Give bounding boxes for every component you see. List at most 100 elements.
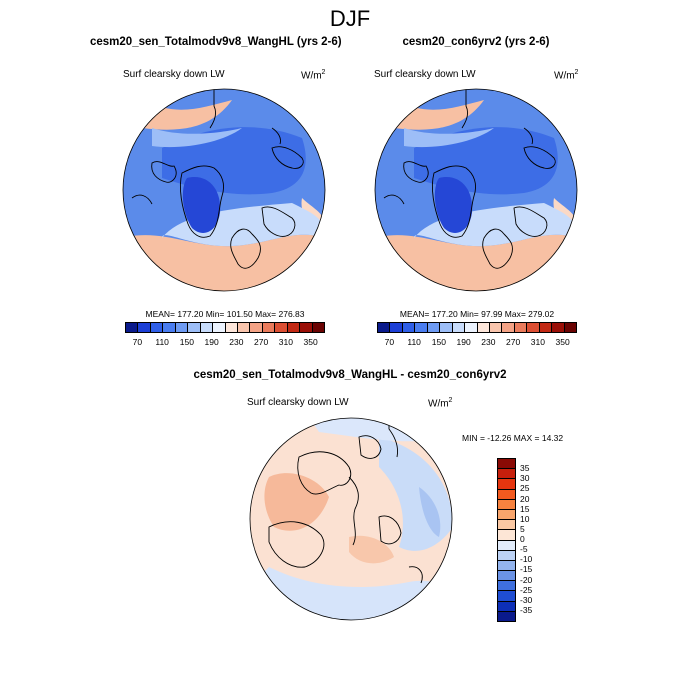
colorbar-swatch [552,323,565,332]
field-upper-pale [152,128,242,148]
colorbar-swatch [163,323,176,332]
figure-title: DJF [329,6,371,31]
colorbar-swatch [150,323,164,332]
panel-left-title: cesm20_sen_Totalmodv9v8_WangHL (yrs 2-6) [90,36,342,48]
colorbar-swatch [539,323,553,332]
field-greenland [182,177,221,233]
panel-right-stats: MEAN= 177.20 Min= 97.99 Max= 279.02 [399,309,555,319]
colorbar-swatch [138,323,151,332]
colorbar-swatch [188,323,201,332]
colorbar-swatch [300,323,313,332]
panel-right-title: cesm20_con6yrv2 (yrs 2-6) [402,36,550,48]
colorbar-swatch [452,323,466,332]
field-blue-east2 [419,487,441,537]
colorbar-swatch [498,611,515,621]
colorbar-swatch [502,323,515,332]
panel-diff-title: cesm20_sen_Totalmodv9v8_WangHL - cesm20_… [193,369,507,381]
field-warm-top [142,98,232,130]
colorbar-diff [497,458,516,622]
colorbar-swatch [514,323,528,332]
colorbar-left-ticks: 70 110 150 190 230 270 310 350 [125,337,323,349]
map-boundary [374,88,578,292]
colorbar-tick-label: 70 [384,337,395,347]
field-upper-pale [404,128,494,148]
colorbar-tick-label: 310 [278,337,293,347]
coastlines [131,89,304,269]
colorbar-right-ticks: 70 110 150 190 230 270 310 350 [377,337,575,349]
panel-left-units: W/m2 [301,69,326,82]
colorbar-swatch [415,323,428,332]
colorbar-tick-label: -10 [520,554,533,565]
colorbar-swatch [498,459,515,470]
colorbar-swatch [250,323,263,332]
colorbar-swatch [527,323,540,332]
colorbar-diff-ticks: 35 30 25 20 15 10 5 0 -5 -10 -15 -20 -25 -30 -35 [520,458,550,620]
colorbar-tick-label: 15 [520,503,530,514]
colorbar-swatch [498,591,515,602]
field-warm-pacific [264,473,329,531]
colorbar-swatch [498,571,515,582]
colorbar-swatch [378,323,391,332]
map-diff [249,417,453,621]
panel-left-variable: Surf clearsky down LW [123,69,225,80]
colorbar-swatch [498,550,515,561]
map-boundary [249,417,453,621]
colorbar-swatch [440,323,453,332]
colorbar-swatch [262,323,276,332]
colorbar-tick-label: 350 [555,337,570,347]
field-warm-top [394,98,484,130]
colorbar-swatch [498,540,515,551]
colorbar-tick-label: 230 [229,337,244,347]
colorbar-tick-label: 0 [520,534,525,544]
panel-right-units: W/m2 [554,69,579,82]
coastlines [383,89,556,269]
colorbar-left [125,322,325,333]
colorbar-tick-label: 25 [520,483,530,494]
colorbar-tick-label: 270 [506,337,521,347]
panel-diff-variable: Surf clearsky down LW [247,397,349,408]
panel-left-stats: MEAN= 177.20 Min= 101.50 Max= 276.83 [145,309,305,319]
colorbar-tick-label: 5 [520,523,525,534]
map-boundary [122,88,326,292]
colorbar-tick-label: 70 [132,337,143,347]
colorbar-tick-label: -20 [520,574,533,585]
colorbar-swatch [275,323,288,332]
colorbar-tick-label: 350 [303,337,318,347]
colorbar-swatch [312,323,324,332]
colorbar-swatch [498,601,515,612]
map-left [122,88,326,292]
colorbar-tick-label: -35 [520,604,533,615]
colorbar-swatch [402,323,416,332]
panel-right-variable: Surf clearsky down LW [374,69,476,80]
colorbar-swatch [498,499,515,510]
field-greenland [434,177,473,233]
colorbar-swatch [498,489,515,500]
colorbar-tick-label: -30 [520,594,533,605]
colorbar-tick-label: 30 [520,473,530,484]
map-right [374,88,578,292]
colorbar-tick-label: 270 [254,337,269,347]
colorbar-tick-label: 190 [204,337,219,347]
colorbar-swatch [225,323,238,332]
colorbar-tick-label: 310 [530,337,545,347]
colorbar-swatch [390,323,403,332]
colorbar-swatch [465,323,478,332]
colorbar-tick-label: -15 [520,564,533,575]
colorbar-swatch [498,581,515,592]
colorbar-tick-label: -25 [520,584,533,595]
panel-diff-units: W/m2 [428,397,453,410]
colorbar-swatch [427,323,441,332]
coastlines [268,418,423,584]
colorbar-tick-label: 110 [407,337,421,347]
field-warm-center [349,535,394,564]
colorbar-tick-label: 110 [155,337,169,347]
colorbar-tick-label: 150 [179,337,194,347]
colorbar-swatch [498,479,515,490]
colorbar-tick-label: -5 [520,544,528,555]
colorbar-tick-label: 10 [520,513,530,524]
colorbar-swatch [498,560,515,572]
colorbar-swatch [489,323,503,332]
colorbar-swatch [126,323,139,332]
colorbar-swatch [200,323,214,332]
panel-diff-stats: MIN = -12.26 MAX = 14.32 [462,433,564,443]
